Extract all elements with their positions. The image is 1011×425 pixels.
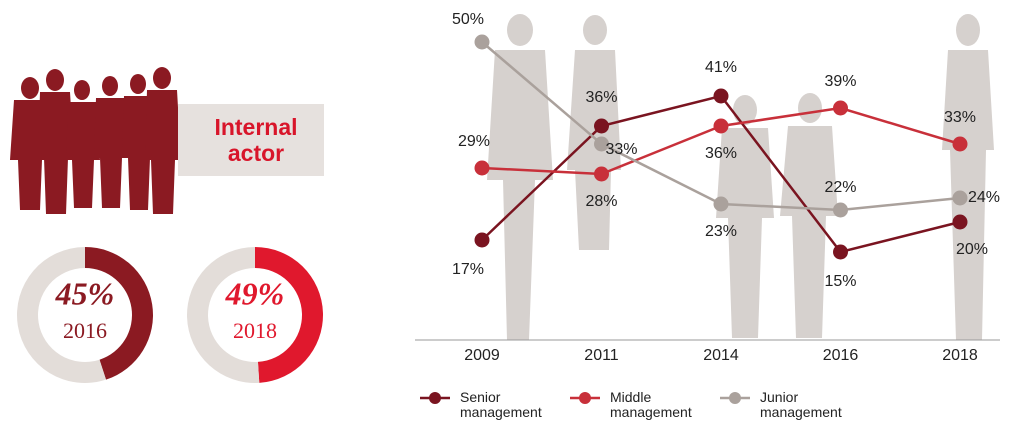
point <box>474 160 490 176</box>
x-tick-label: 2018 <box>942 347 978 364</box>
legend-marker <box>729 392 741 404</box>
donut-title: 2018 <box>233 318 277 343</box>
point <box>952 214 968 230</box>
legend-label: Middle management <box>610 389 692 420</box>
point <box>474 34 490 50</box>
donut-segment <box>255 247 323 383</box>
point <box>594 166 609 182</box>
data-label: 15% <box>824 273 856 290</box>
data-label: 22% <box>824 179 856 196</box>
point <box>713 118 729 134</box>
x-tick-label: 2014 <box>703 347 739 364</box>
donut-title: 2016 <box>63 318 107 343</box>
point <box>833 244 848 260</box>
decor-people <box>10 67 181 214</box>
data-label: 17% <box>452 261 484 278</box>
point <box>713 196 729 212</box>
point <box>952 136 968 152</box>
data-label: 36% <box>585 89 617 106</box>
legend-label: Senior management <box>460 389 542 420</box>
decor-silhouettes <box>487 14 994 340</box>
badge: Internal actor <box>178 104 324 176</box>
donut-value: 45% <box>55 275 115 311</box>
data-label: 33% <box>944 109 976 126</box>
x-tick-label: 2009 <box>464 347 500 364</box>
data-label: 39% <box>824 73 856 90</box>
data-label: 23% <box>705 223 737 240</box>
data-label: 33% <box>605 141 637 158</box>
data-label: 24% <box>968 189 1000 206</box>
point <box>952 190 968 206</box>
donut-segment <box>85 247 153 380</box>
data-label: 28% <box>585 193 617 210</box>
legend-marker <box>429 392 441 404</box>
point <box>594 136 609 152</box>
point <box>713 88 729 104</box>
legend-label: Junior management <box>760 389 842 420</box>
point <box>833 100 848 116</box>
donut-segment <box>186 247 260 383</box>
legend-marker <box>579 392 591 404</box>
donut-value: 49% <box>225 275 285 311</box>
point <box>594 118 609 134</box>
x-tick-label: 2011 <box>584 347 619 364</box>
data-label: 50% <box>452 11 484 28</box>
data-label: 41% <box>705 59 737 76</box>
point <box>474 232 490 248</box>
donut-segment <box>16 247 107 383</box>
x-tick-label: 2016 <box>823 347 859 364</box>
data-label: 20% <box>956 241 988 258</box>
data-label: 29% <box>458 133 490 150</box>
data-label: 36% <box>705 145 737 162</box>
point <box>833 202 848 218</box>
